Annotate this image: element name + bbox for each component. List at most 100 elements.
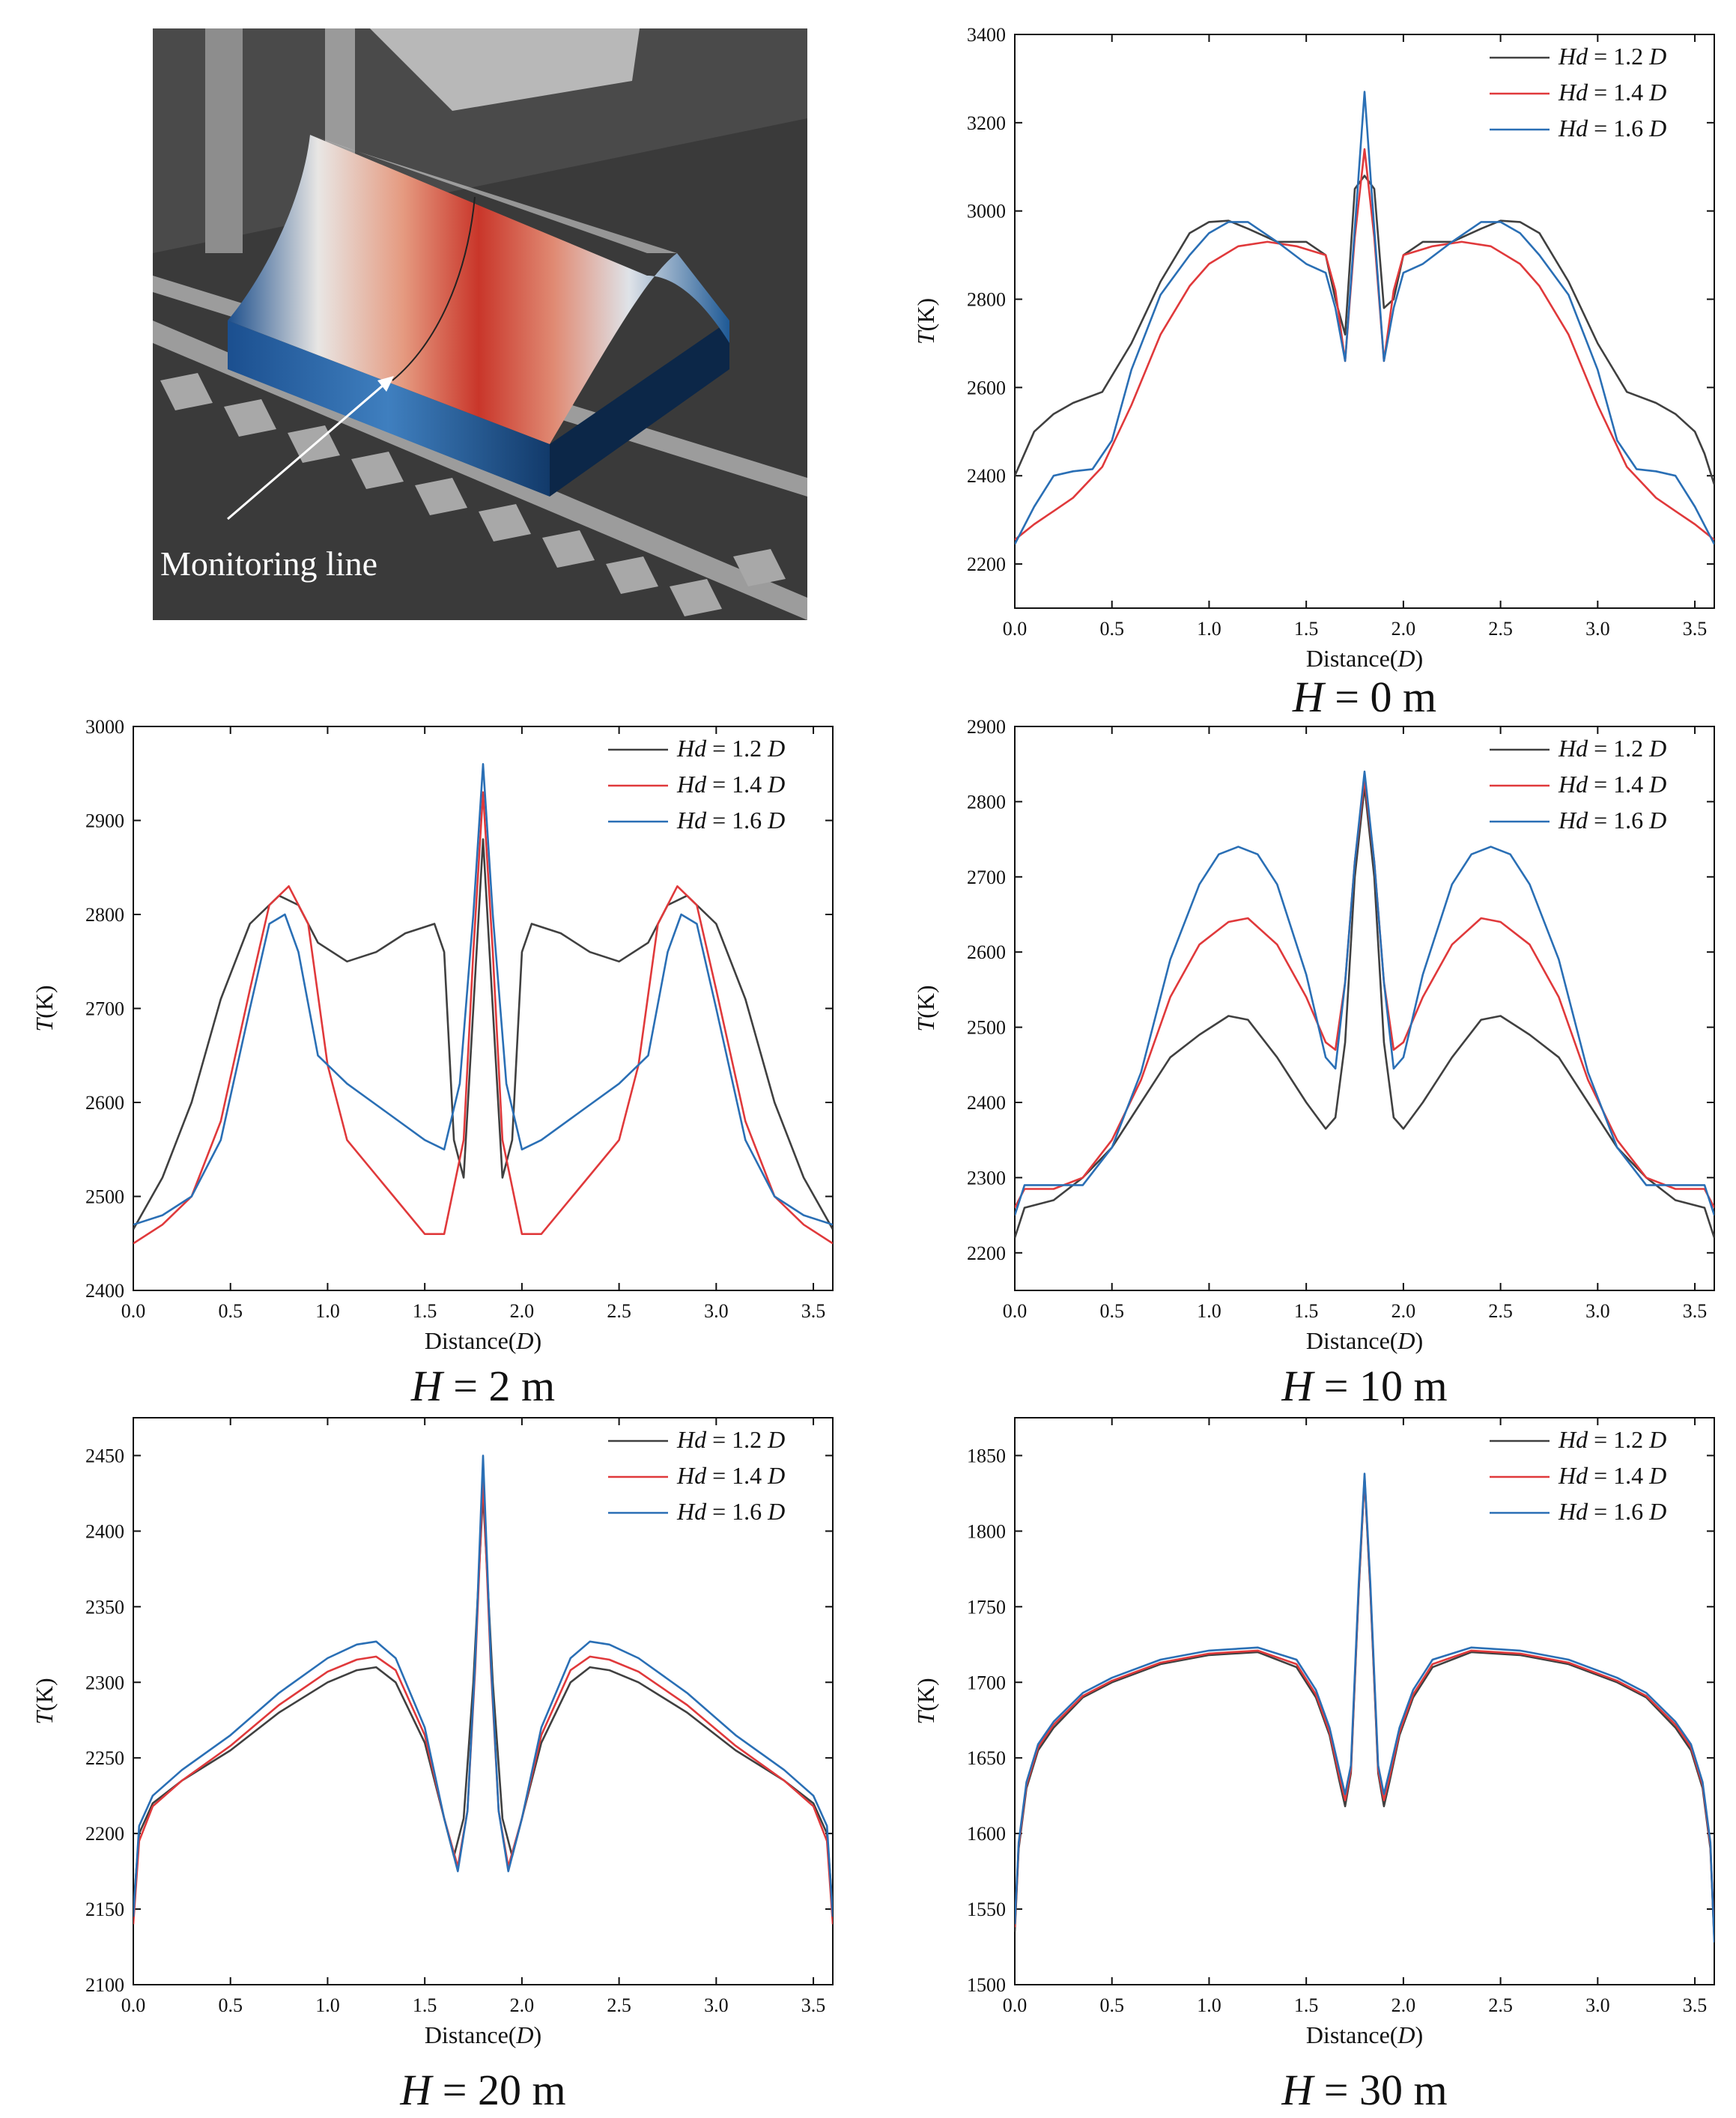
series-line-1 (1015, 778, 1714, 1209)
chart-panel-2: 0.0 0.5 1.0 1.5 2.0 2.5 3.0 3.5 2200 2300 2400 2500… (912, 716, 1715, 1410)
monitoring-line-path (392, 196, 476, 381)
panel-title-text: = 2 m (443, 1362, 555, 1410)
panel-title-var: H (1281, 1362, 1315, 1410)
legend-label: Hd = 1.6 D (1558, 115, 1666, 142)
x-tick-label: 0.0 (1003, 1994, 1028, 2016)
series-line-0 (133, 1492, 833, 1910)
x-tick-label: 2.0 (1391, 1300, 1416, 1322)
x-tick-label: 2.5 (607, 1994, 631, 2016)
legend-value: = 1.4 (1588, 1462, 1649, 1489)
y-tick-label: 2450 (85, 1445, 124, 1466)
legend-value: = 1.2 (1588, 1426, 1649, 1453)
legend-value: = 1.6 (1588, 807, 1649, 834)
legend-unit: D (1648, 115, 1666, 142)
x-tick-label: 1.0 (315, 1994, 340, 2016)
legend-label: Hd = 1.6 D (676, 807, 785, 834)
y-tick-label: 2400 (967, 465, 1006, 487)
y-tick-label: 2900 (85, 810, 124, 832)
panel-title-text: = 10 m (1313, 1362, 1447, 1410)
legend-value: = 1.4 (706, 771, 768, 798)
y-tick-label: 1500 (967, 1974, 1006, 1996)
legend-unit: D (1648, 79, 1666, 106)
y-tick-label: 2800 (967, 289, 1006, 311)
panel-title: H = 2 m (410, 1362, 555, 1410)
x-axis-label-close: ) (534, 2021, 542, 2048)
y-tick-label: 2700 (967, 867, 1006, 888)
x-tick-label: 1.0 (1197, 1994, 1221, 2016)
legend-unit: D (1648, 807, 1666, 834)
y-tick-label: 2600 (967, 941, 1006, 963)
legend-label: Hd = 1.4 D (676, 1462, 785, 1489)
y-tick-label: 2200 (85, 1823, 124, 1845)
x-tick-label: 1.5 (413, 1994, 437, 2016)
x-tick-label: 0.0 (1003, 618, 1028, 640)
y-axis-label-text: (K) (912, 298, 939, 331)
legend-label: Hd = 1.2 D (1558, 1426, 1666, 1453)
plot-frame (1014, 1417, 1715, 1985)
panel-title-var: H (1281, 2066, 1315, 2114)
y-tick-label: 2600 (967, 377, 1006, 398)
panel-title: H = 30 m (1281, 2066, 1447, 2114)
series-line-1 (133, 791, 833, 1245)
x-axis-label-text: Distance( (425, 1327, 517, 1354)
legend-var: Hd (1558, 1426, 1588, 1453)
y-tick-label: 2300 (85, 1672, 124, 1693)
monitoring-arrow (227, 379, 389, 521)
legend-value: = 1.6 (1588, 115, 1649, 142)
y-tick-label: 2700 (85, 998, 124, 1020)
y-tick-label: 3200 (967, 112, 1006, 134)
y-tick-label: 3000 (967, 201, 1006, 222)
x-tick-label: 2.0 (1391, 1994, 1416, 2016)
x-tick-label: 0.0 (1003, 1300, 1028, 1322)
panel-title-text: = 20 m (431, 2066, 565, 2114)
series-line-0 (133, 838, 833, 1231)
legend-label: Hd = 1.6 D (1558, 807, 1666, 834)
y-axis-label-text: (K) (31, 1678, 58, 1711)
panel-title-text: = 0 m (1324, 673, 1436, 721)
panel-title: H = 20 m (399, 2066, 565, 2114)
x-tick-label: 0.5 (1099, 1994, 1124, 2016)
x-axis-label: Distance(D) (425, 2021, 541, 2048)
y-axis-label-text: (K) (31, 985, 58, 1018)
legend-unit: D (1648, 1426, 1666, 1453)
x-tick-label: 0.0 (121, 1300, 146, 1322)
panel-title: H = 10 m (1281, 1362, 1447, 1410)
legend-value: = 1.6 (706, 1498, 768, 1525)
y-axis-label-var: T (31, 1017, 58, 1032)
x-tick-label: 1.0 (1197, 1300, 1221, 1322)
legend-unit: D (1648, 735, 1666, 762)
legend-var: Hd (1558, 1462, 1588, 1489)
plot-frame (1014, 34, 1715, 609)
y-tick-label: 3400 (967, 24, 1006, 46)
x-axis-label: Distance(D) (1306, 645, 1423, 672)
legend-unit: D (1648, 1498, 1666, 1525)
y-axis-label: T(K) (31, 985, 58, 1031)
legend-var: Hd (1558, 43, 1588, 70)
panel-title-text: = 30 m (1313, 2066, 1447, 2114)
x-tick-label: 0.0 (121, 1994, 146, 2016)
series-line-1 (133, 1477, 833, 1925)
series-line-1 (1015, 1475, 1714, 1937)
x-axis-label-var: D (515, 2021, 533, 2048)
scene-svg: Monitoring line (153, 28, 807, 620)
series-line-2 (1015, 91, 1714, 545)
legend-var: Hd (676, 807, 707, 834)
x-tick-label: 1.5 (1294, 1300, 1319, 1322)
legend-label: Hd = 1.2 D (676, 735, 785, 762)
y-axis-label-var: T (912, 1017, 939, 1032)
legend-var: Hd (676, 1462, 707, 1489)
plot-frame (133, 1417, 834, 1985)
x-axis-label-close: ) (534, 1327, 542, 1354)
legend-unit: D (767, 807, 785, 834)
monitoring-line-label: Monitoring line (160, 544, 377, 583)
x-tick-label: 3.5 (801, 1994, 826, 2016)
series-line-2 (133, 1454, 833, 1917)
legend-var: Hd (1558, 807, 1588, 834)
panel-title-var: H (399, 2066, 434, 2114)
y-axis-label-var: T (912, 330, 939, 345)
series-line-1 (1015, 148, 1714, 541)
legend-value: = 1.4 (1588, 771, 1649, 798)
legend-unit: D (1648, 771, 1666, 798)
x-tick-label: 3.0 (704, 1300, 729, 1322)
